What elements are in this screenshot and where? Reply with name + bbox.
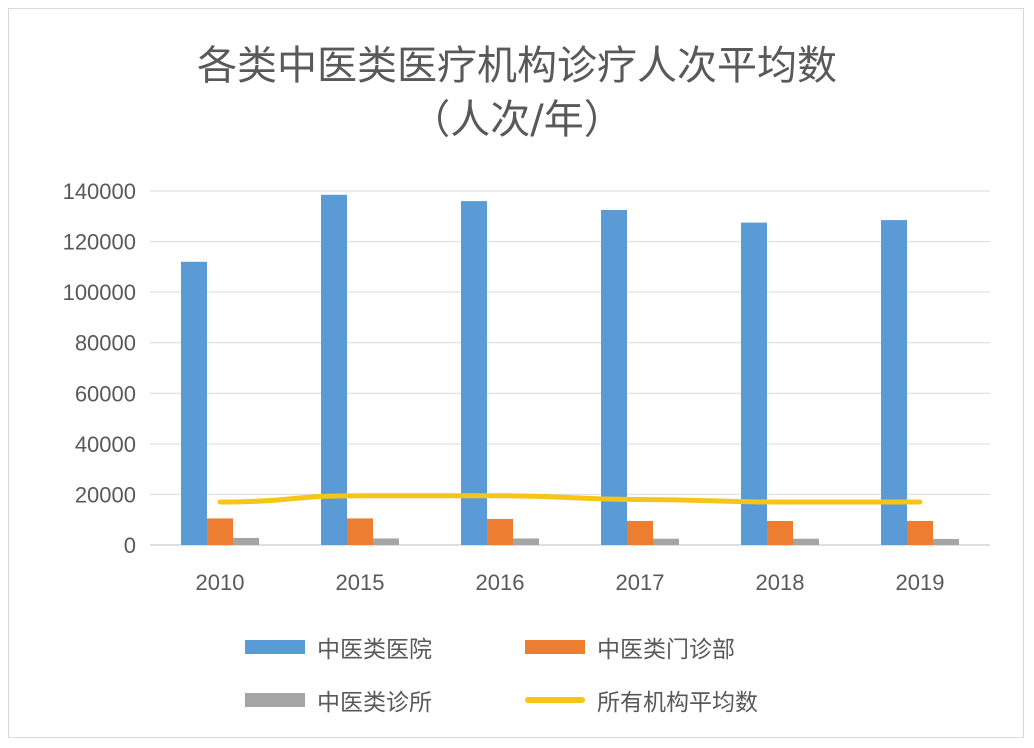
y-tick-label: 40000 <box>75 432 136 457</box>
bar <box>373 538 399 545</box>
bar <box>627 520 653 545</box>
bar <box>881 220 907 546</box>
y-tick-label: 80000 <box>75 331 136 356</box>
y-tick-label: 20000 <box>75 482 136 507</box>
bar <box>653 538 679 545</box>
bar <box>487 518 513 545</box>
legend-swatch-hospital <box>245 640 305 654</box>
y-tick-label: 120000 <box>63 230 136 255</box>
bar <box>513 538 539 545</box>
x-tick-label: 2017 <box>616 570 665 595</box>
bar <box>933 538 959 545</box>
series-line <box>217 493 923 505</box>
chart-subtitle: （人次/年） <box>410 97 624 143</box>
bar <box>741 222 767 545</box>
chart-frame <box>8 8 1024 738</box>
bar <box>233 537 259 545</box>
y-tick-label: 100000 <box>63 280 136 305</box>
legend-item-clinic: 中医类诊所 <box>245 683 432 717</box>
y-tick-label: 0 <box>124 533 136 558</box>
legend-swatch-clinic <box>245 693 305 707</box>
legend-item-outpatient: 中医类门诊部 <box>525 630 735 664</box>
bar <box>181 261 207 545</box>
bar <box>347 518 373 545</box>
x-tick-label: 2016 <box>476 570 525 595</box>
bar <box>461 201 487 545</box>
legend-label-outpatient: 中医类门诊部 <box>597 637 735 663</box>
x-tick-label: 2010 <box>196 570 245 595</box>
legend-label-hospital: 中医类医院 <box>317 637 432 663</box>
x-tick-label: 2015 <box>336 570 385 595</box>
bar <box>207 518 233 545</box>
y-tick-label: 140000 <box>63 179 136 204</box>
y-tick-label: 60000 <box>75 381 136 406</box>
bar <box>767 520 793 545</box>
legend-item-hospital: 中医类医院 <box>245 630 432 664</box>
legend-label-average: 所有机构平均数 <box>597 690 758 716</box>
legend-swatch-outpatient <box>525 640 585 654</box>
x-tick-label: 2018 <box>756 570 805 595</box>
chart-title: 各类中医类医疗机构诊疗人次平均数 <box>197 43 837 89</box>
legend-item-average: 所有机构平均数 <box>525 683 758 717</box>
bar <box>601 209 627 545</box>
bar <box>321 194 347 546</box>
legend-label-clinic: 中医类诊所 <box>317 690 432 716</box>
bar <box>793 538 819 545</box>
bar <box>907 520 933 545</box>
x-tick-label: 2019 <box>896 570 945 595</box>
legend-swatch-average <box>525 697 585 703</box>
